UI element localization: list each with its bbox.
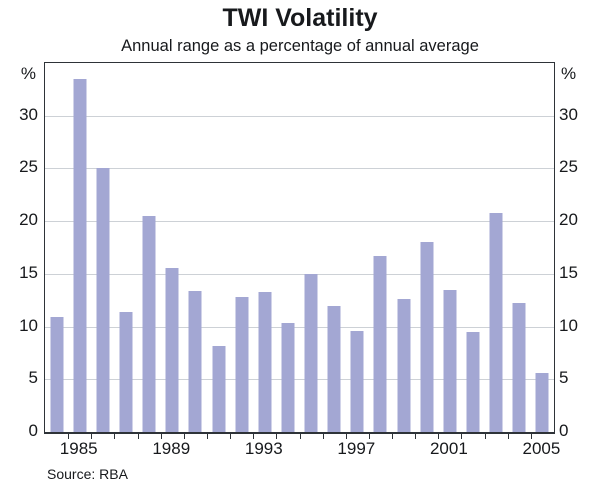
bar-1993 (258, 291, 272, 432)
x-tick (68, 434, 70, 439)
bar-1994 (281, 323, 295, 432)
y-tick-label-15: 15 (19, 262, 38, 282)
x-tick (114, 434, 116, 439)
bar-1996 (327, 305, 341, 432)
y-tick-label-15: 15 (559, 262, 578, 282)
plot-area (44, 62, 555, 439)
bar-2003 (489, 212, 503, 432)
gridline-5 (45, 379, 554, 381)
gridline-25 (45, 168, 554, 170)
bar-2001 (443, 289, 457, 432)
bar-1991 (212, 345, 226, 432)
x-tick-label-1993: 1993 (244, 439, 283, 458)
x-tick (438, 434, 440, 439)
y-tick-label-5: 5 (28, 368, 38, 388)
gridline-30 (45, 115, 554, 117)
x-tick (368, 434, 370, 439)
y-tick-label-0: 0 (559, 421, 569, 440)
chart-subtitle: Annual range as a percentage of annual a… (121, 37, 479, 55)
x-tick-label-2001: 2001 (429, 439, 468, 458)
source-note: Source: RBA (47, 466, 128, 482)
x-tick (461, 434, 463, 439)
x-tick (484, 434, 486, 439)
gridline-20 (45, 221, 554, 223)
y-tick-label-0: 0 (28, 421, 38, 440)
bar-1992 (235, 297, 249, 432)
x-tick (160, 434, 162, 439)
bar-2004 (512, 303, 526, 432)
x-tick-label-1997: 1997 (337, 439, 376, 458)
gridline-10 (45, 326, 554, 328)
y-tick-label-10: 10 (19, 315, 38, 335)
bar-1997 (350, 330, 364, 432)
x-tick (507, 434, 509, 439)
percent-label: % (20, 64, 36, 83)
bar-1995 (304, 273, 318, 432)
chart-title: TWI Volatility (222, 4, 378, 32)
x-tick (91, 434, 93, 439)
bar-1984 (50, 317, 64, 432)
x-tick-label-1989: 1989 (152, 439, 191, 458)
bar-1987 (119, 311, 133, 432)
x-tick (322, 434, 324, 439)
x-tick (530, 434, 532, 439)
bar-1989 (165, 267, 179, 432)
bar-1988 (142, 215, 156, 432)
bar-1998 (373, 255, 387, 432)
y-axis-left: % 0 5 10 15 20 25 30 (0, 62, 38, 439)
x-tick (345, 434, 347, 439)
x-tick (183, 434, 185, 439)
y-axis-right: % 0 5 10 15 20 25 30 (559, 62, 600, 439)
y-tick-label-20: 20 (19, 210, 38, 230)
bar-2002 (466, 331, 480, 432)
x-tick (253, 434, 255, 439)
y-tick-label-10: 10 (559, 315, 578, 335)
x-axis-labels: 1985 1989 1993 1997 2001 2005 (44, 439, 561, 460)
y-tick-label-25: 25 (19, 157, 38, 177)
y-tick-label-20: 20 (559, 210, 578, 230)
x-tick (299, 434, 301, 439)
x-tick (392, 434, 394, 439)
y-tick-label-25: 25 (559, 157, 578, 177)
x-tick (137, 434, 139, 439)
x-tick (230, 434, 232, 439)
y-tick-label-30: 30 (559, 104, 578, 124)
bar-1985 (73, 78, 87, 432)
x-tick (276, 434, 278, 439)
bar-2005 (535, 372, 549, 432)
bar-2000 (420, 242, 434, 432)
y-tick-label-5: 5 (559, 368, 569, 388)
x-tick-label-2005: 2005 (522, 439, 561, 458)
bar-1986 (96, 168, 110, 432)
percent-label: % (561, 64, 577, 83)
gridline-15 (45, 273, 554, 275)
bar-1990 (188, 290, 202, 432)
y-tick-label-30: 30 (19, 104, 38, 124)
bar-1999 (397, 299, 411, 432)
x-tick (206, 434, 208, 439)
x-tick (415, 434, 417, 439)
x-tick-label-1985: 1985 (59, 439, 98, 458)
